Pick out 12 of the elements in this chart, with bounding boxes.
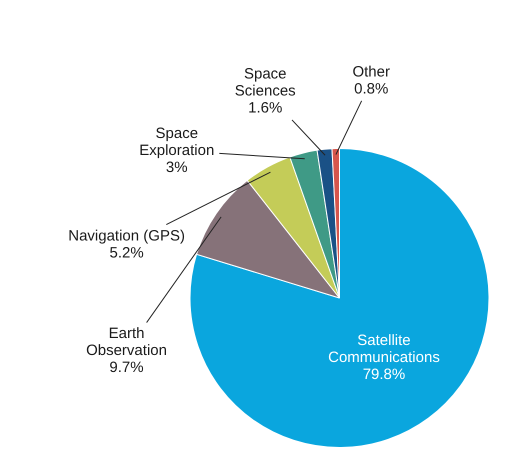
data-label: 5.2%	[109, 244, 144, 262]
slice-label: Other	[352, 63, 390, 80]
data-label: 9.7%	[109, 359, 144, 376]
data-label: 0.8%	[354, 80, 388, 98]
slice-label: Space Sciences	[234, 66, 296, 100]
slice-label: Navigation (GPS)	[68, 227, 185, 244]
data-label: 3%	[166, 158, 188, 176]
data-label: 1.6%	[248, 100, 282, 117]
slice-label: Satellite Communications	[328, 332, 440, 366]
data-label: 79.8%	[362, 366, 406, 384]
slice-label: Earth Observation	[86, 325, 167, 360]
slice-label: Space Exploration	[139, 124, 214, 159]
